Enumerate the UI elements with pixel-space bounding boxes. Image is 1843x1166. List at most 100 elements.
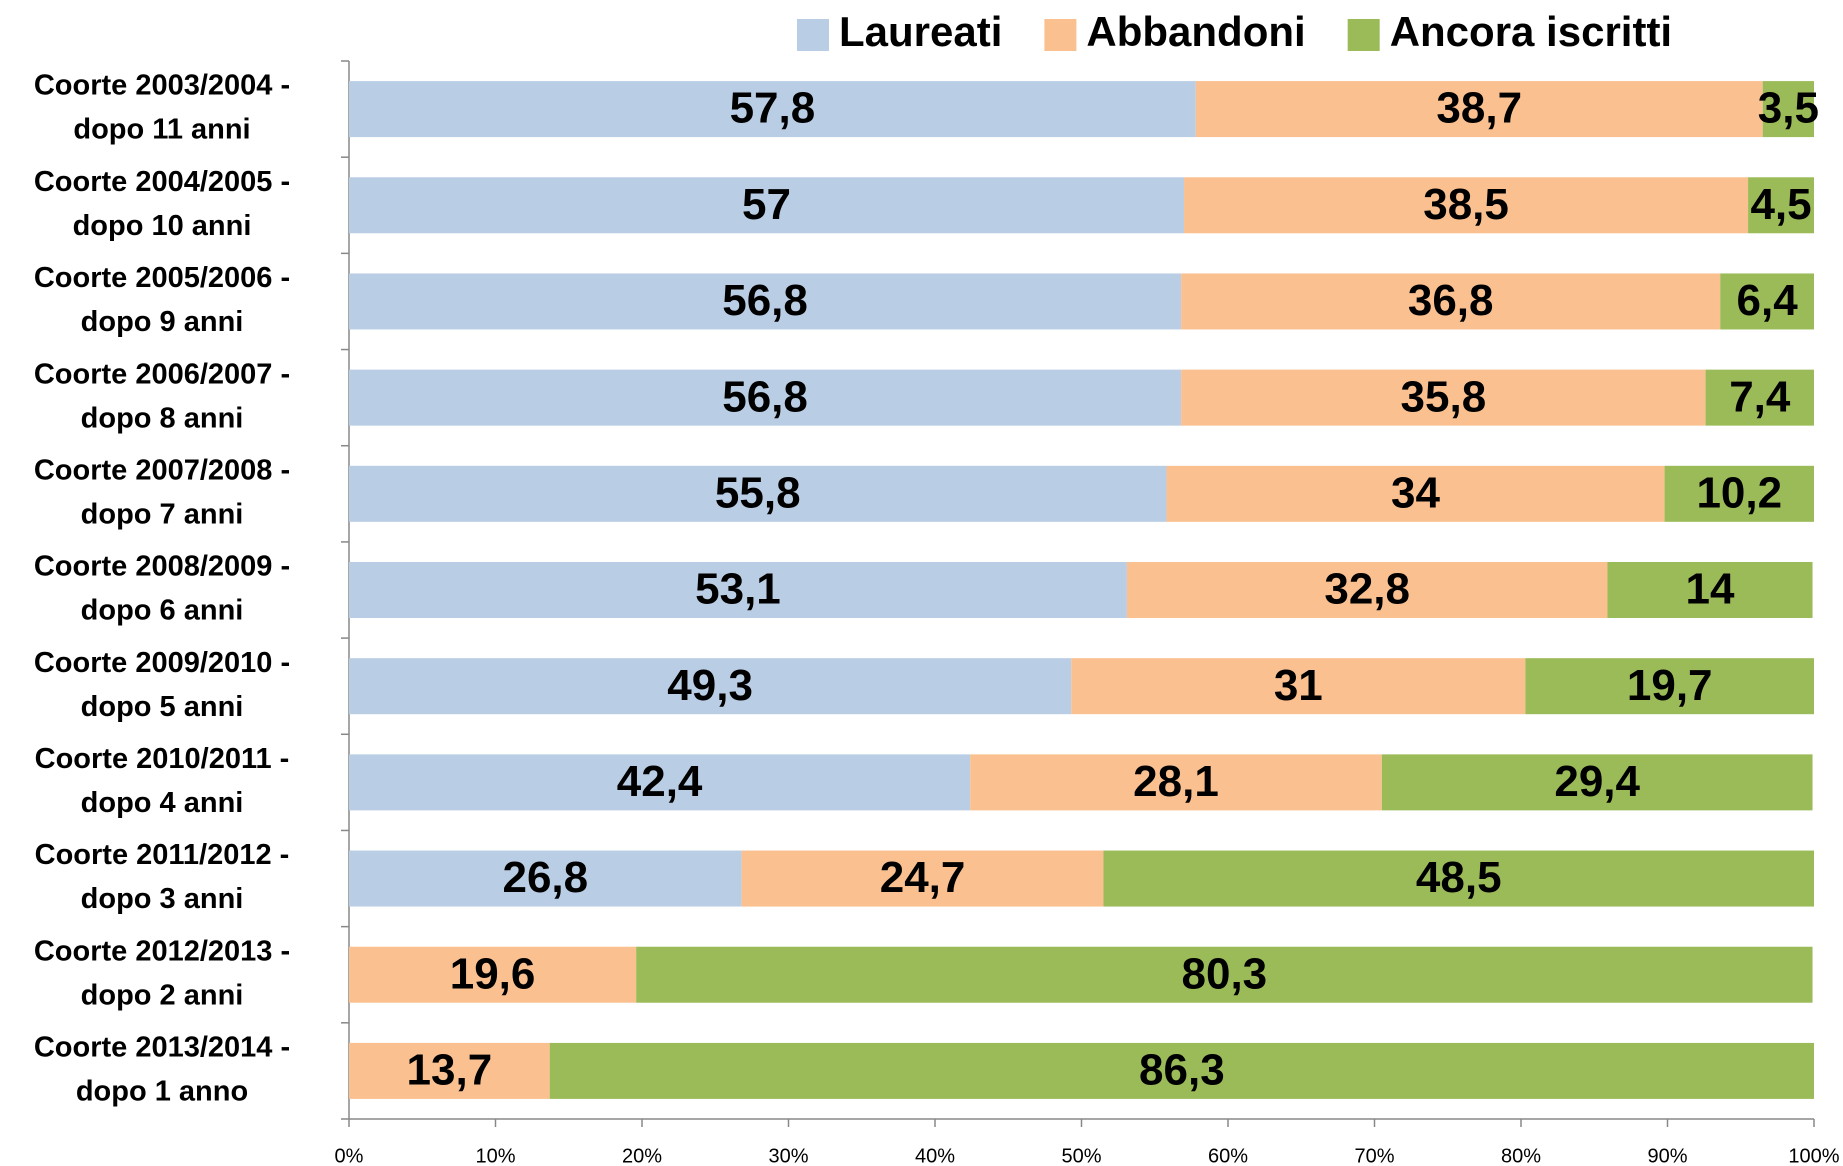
data-label: 10,2 <box>1696 468 1782 517</box>
legend-label: Laureati <box>839 8 1002 55</box>
bar-segment <box>349 946 637 1003</box>
x-tick-label: 0% <box>335 1145 364 1166</box>
data-label: 24,7 <box>880 853 966 902</box>
x-tick-label: 80% <box>1501 1145 1541 1166</box>
x-tick-label: 40% <box>915 1145 955 1166</box>
bar-segment <box>1720 273 1814 330</box>
y-tick-label: Coorte 2011/2012 - <box>35 839 290 871</box>
bar-segment <box>970 754 1382 811</box>
y-tick-label: Coorte 2010/2011 - <box>35 743 290 775</box>
data-label: 86,3 <box>1139 1046 1225 1095</box>
data-label: 13,7 <box>407 1046 493 1095</box>
data-label: 31 <box>1274 661 1323 710</box>
data-label: 56,8 <box>722 372 808 421</box>
bar-segment <box>1762 81 1814 138</box>
data-label: 34 <box>1391 468 1440 517</box>
bar-segment <box>741 850 1104 907</box>
y-tick-label: dopo 8 anni <box>81 402 244 434</box>
y-tick-label: Coorte 2008/2009 - <box>34 551 290 583</box>
data-label: 19,6 <box>450 949 536 998</box>
y-tick-label: Coorte 2013/2014 - <box>34 1032 290 1064</box>
legend-swatch <box>797 19 829 51</box>
bar-segment <box>1381 754 1813 811</box>
bar-segment <box>1607 562 1813 618</box>
bar-segment <box>1525 658 1814 715</box>
data-label: 7,4 <box>1729 372 1791 421</box>
data-label: 4,5 <box>1750 180 1811 229</box>
y-tick-label: Coorte 2004/2005 - <box>34 166 290 198</box>
y-tick-label: dopo 4 anni <box>81 787 244 819</box>
y-tick-label: Coorte 2003/2004 - <box>34 70 290 102</box>
y-tick-label: Coorte 2006/2007 - <box>34 358 290 390</box>
bar-segment <box>549 1042 1814 1099</box>
data-label: 6,4 <box>1737 276 1799 325</box>
data-label: 57 <box>742 180 791 229</box>
bar-segment <box>349 273 1182 330</box>
bar-segment <box>1748 177 1814 234</box>
bar-segment <box>1103 850 1814 907</box>
y-tick-label: Coorte 2007/2008 - <box>34 454 290 486</box>
data-label: 28,1 <box>1133 757 1219 806</box>
bar-segment <box>1126 562 1608 618</box>
bar-segment <box>1071 658 1526 715</box>
data-label: 80,3 <box>1182 949 1268 998</box>
data-label: 48,5 <box>1416 853 1502 902</box>
y-tick-label: dopo 5 anni <box>81 691 244 723</box>
data-label: 38,5 <box>1423 180 1509 229</box>
data-label: 49,3 <box>667 661 753 710</box>
legend-label: Ancora iscritti <box>1390 8 1672 55</box>
bar-segment <box>349 369 1182 426</box>
y-tick-label: dopo 11 anni <box>73 114 250 146</box>
bar-segment <box>1184 177 1749 234</box>
y-tick-label: Coorte 2005/2006 - <box>34 262 290 294</box>
x-tick-label: 70% <box>1354 1145 1394 1166</box>
bar-segment <box>1166 465 1665 522</box>
bar-segment <box>349 754 971 811</box>
bar-segment <box>349 1042 550 1099</box>
data-label: 35,8 <box>1401 372 1487 421</box>
bar-segment <box>1181 369 1706 426</box>
data-label: 53,1 <box>695 565 781 614</box>
legend-swatch <box>1044 19 1077 51</box>
x-tick-label: 10% <box>475 1145 515 1166</box>
data-label: 55,8 <box>715 468 801 517</box>
bar-segment <box>1705 369 1814 426</box>
bar-segment <box>349 177 1185 234</box>
x-tick-label: 60% <box>1208 1145 1248 1166</box>
y-tick-label: dopo 6 anni <box>81 595 244 627</box>
x-tick-label: 100% <box>1788 1145 1839 1166</box>
bar-segment <box>349 81 1196 138</box>
x-tick-label: 20% <box>622 1145 662 1166</box>
data-label: 19,7 <box>1627 661 1713 710</box>
data-label: 36,8 <box>1408 276 1494 325</box>
y-tick-label: dopo 2 anni <box>81 979 244 1011</box>
data-label: 26,8 <box>502 853 588 902</box>
data-label: 3,5 <box>1758 84 1819 133</box>
data-label: 57,8 <box>730 84 816 133</box>
data-label: 38,7 <box>1436 84 1522 133</box>
x-tick-label: 90% <box>1647 1145 1687 1166</box>
bar-segment <box>636 946 1813 1003</box>
bar-segment <box>1181 273 1721 330</box>
data-label: 14 <box>1686 565 1735 614</box>
x-tick-label: 50% <box>1061 1145 1101 1166</box>
y-tick-label: dopo 7 anni <box>81 498 244 530</box>
y-tick-label: Coorte 2012/2013 - <box>34 935 290 967</box>
bar-segment <box>1195 81 1763 138</box>
data-label: 56,8 <box>722 276 808 325</box>
y-tick-label: dopo 10 anni <box>73 210 252 242</box>
x-tick-label: 30% <box>768 1145 808 1166</box>
bar-segment <box>349 465 1167 522</box>
y-tick-label: dopo 3 anni <box>81 883 244 915</box>
bar-segment <box>349 850 742 907</box>
legend-label: Abbandoni <box>1086 8 1305 55</box>
y-tick-label: Coorte 2009/2010 - <box>34 647 290 679</box>
data-label: 42,4 <box>617 757 703 806</box>
data-label: 32,8 <box>1324 565 1410 614</box>
bar-segment <box>349 658 1072 715</box>
data-label: 29,4 <box>1554 757 1640 806</box>
bar-segment <box>349 562 1127 618</box>
bar-segment <box>1664 465 1814 522</box>
y-tick-label: dopo 1 anno <box>76 1076 248 1108</box>
